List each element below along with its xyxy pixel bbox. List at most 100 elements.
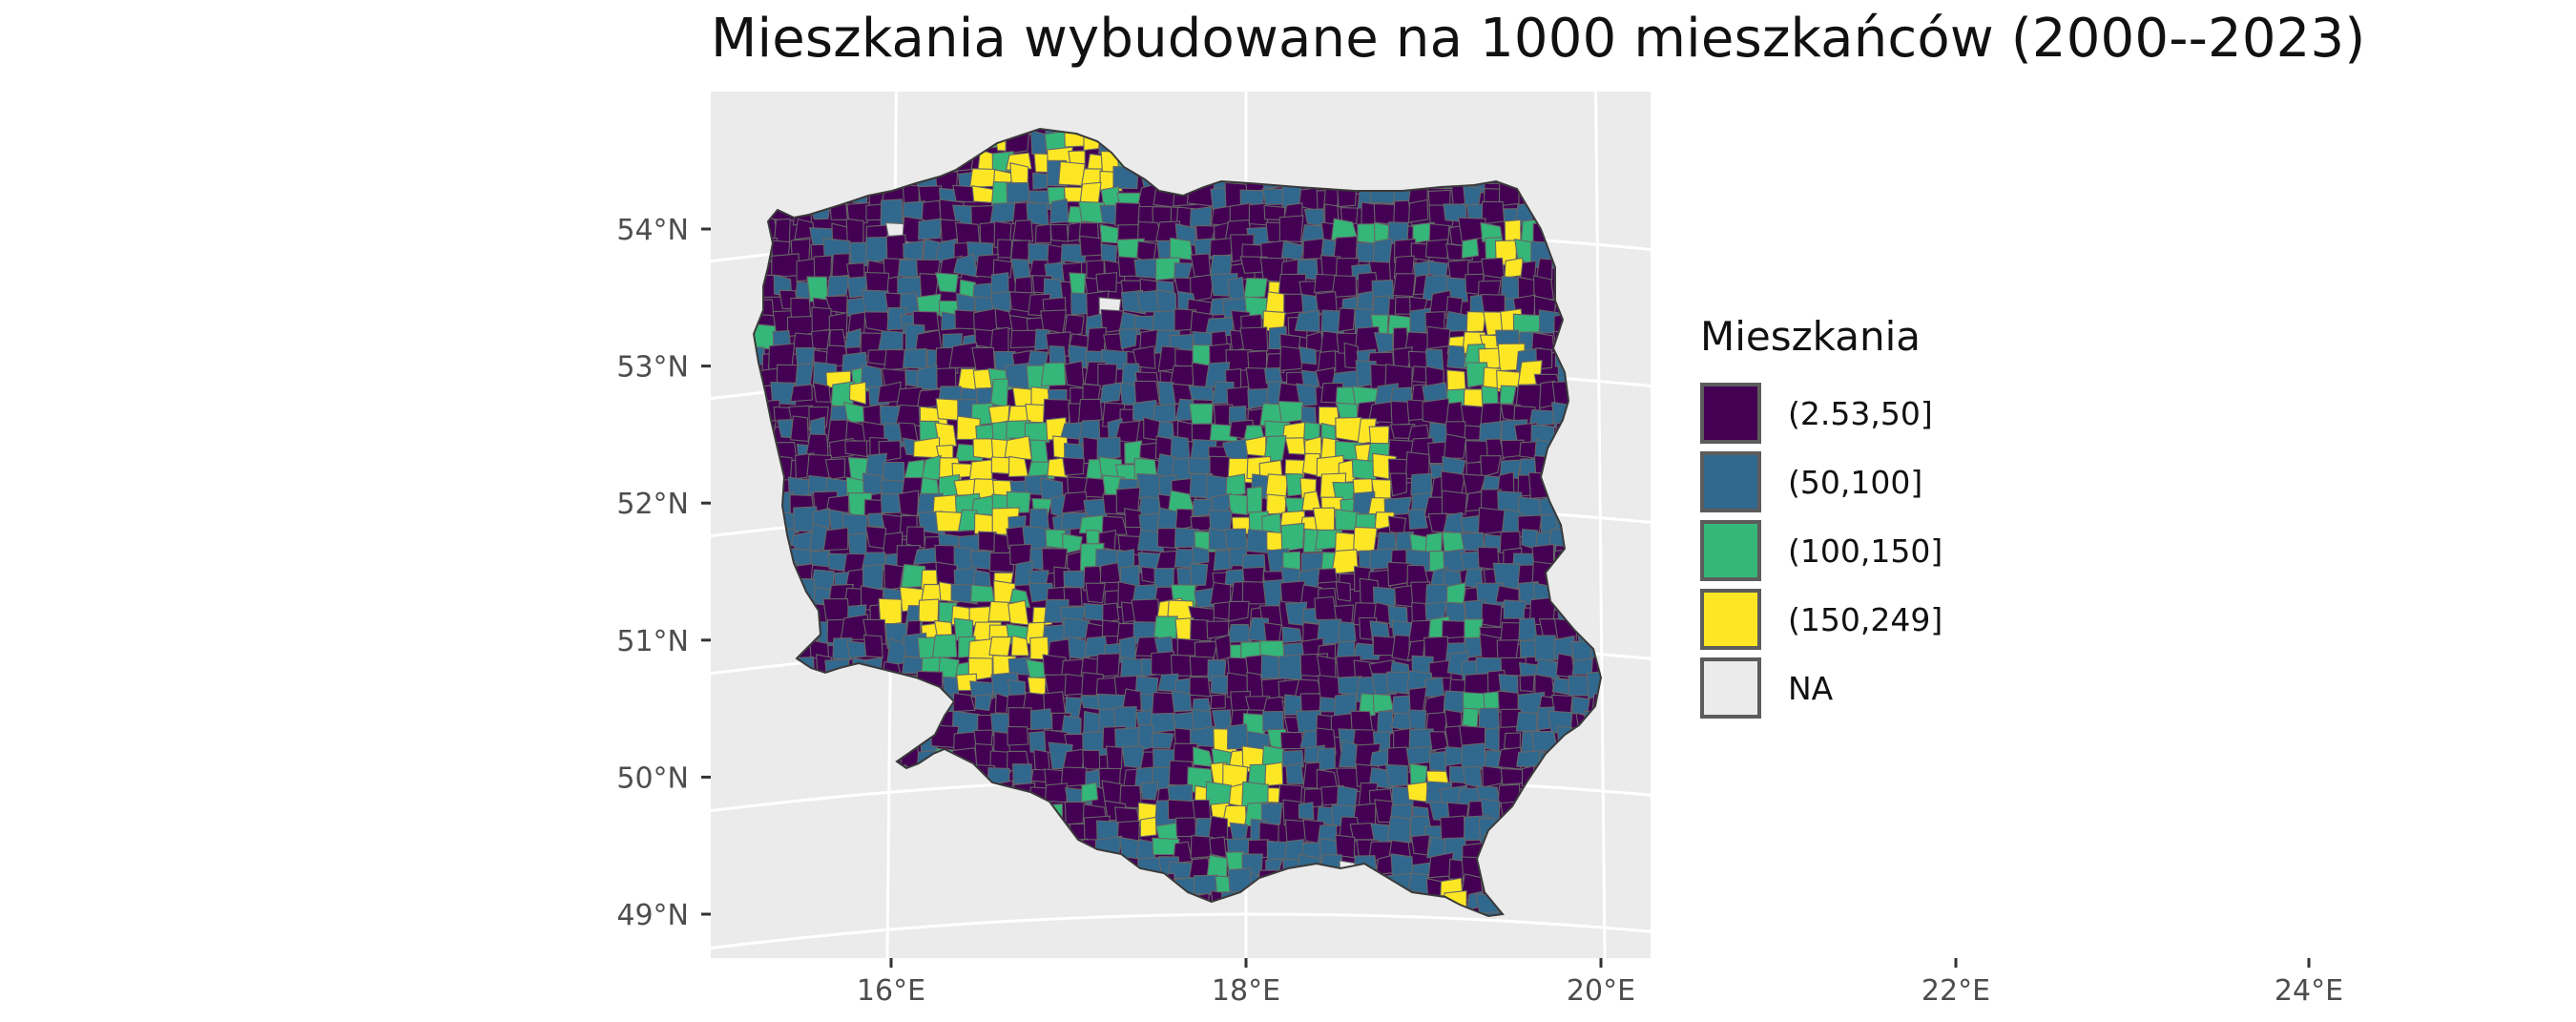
municipality-cell bbox=[1096, 436, 1121, 461]
municipality-cell bbox=[1265, 291, 1287, 316]
municipality-cell bbox=[1533, 275, 1555, 301]
municipality-cell bbox=[1443, 548, 1465, 574]
municipality-cell bbox=[1190, 253, 1212, 278]
municipality-cell bbox=[1009, 329, 1039, 349]
municipality-cell bbox=[1335, 581, 1352, 602]
municipality-cell bbox=[1335, 834, 1356, 859]
municipality-cell bbox=[1154, 550, 1179, 571]
municipality-cell bbox=[1298, 345, 1317, 365]
municipality-cell bbox=[1519, 675, 1535, 693]
municipality-cell bbox=[1044, 782, 1068, 803]
municipality-cell bbox=[1461, 238, 1480, 260]
municipality-cell bbox=[919, 273, 940, 298]
municipality-cell bbox=[1392, 346, 1414, 370]
municipality-cell bbox=[811, 329, 831, 350]
municipality-cell bbox=[1478, 707, 1500, 731]
municipality-cell bbox=[1078, 200, 1106, 224]
municipality-cell bbox=[844, 327, 862, 348]
municipality-cell bbox=[1085, 582, 1106, 604]
municipality-cell bbox=[968, 168, 997, 188]
municipality-cell bbox=[1049, 198, 1070, 224]
municipality-cell bbox=[1079, 235, 1103, 257]
municipality-cell bbox=[1190, 618, 1212, 642]
municipality-cell bbox=[1481, 257, 1506, 280]
municipality-cell bbox=[1224, 528, 1248, 552]
legend-key-4 bbox=[1700, 589, 1761, 650]
municipality-cell bbox=[1460, 551, 1484, 572]
municipality-cell bbox=[1477, 507, 1506, 535]
municipality-cell bbox=[1407, 509, 1428, 530]
municipality-cell bbox=[1153, 615, 1178, 640]
municipality-cell bbox=[1423, 677, 1445, 699]
municipality-cell bbox=[1244, 435, 1267, 457]
municipality-cell bbox=[1503, 599, 1527, 619]
municipality-cell bbox=[1317, 568, 1339, 584]
municipality-cell bbox=[934, 272, 959, 293]
municipality-cell bbox=[1246, 486, 1263, 516]
municipality-cell bbox=[1063, 570, 1086, 589]
legend-key-1 bbox=[1700, 383, 1761, 444]
municipality-cell bbox=[1213, 550, 1234, 572]
municipality-cell bbox=[1503, 732, 1522, 750]
municipality-cell bbox=[1141, 781, 1159, 801]
municipality-cell bbox=[848, 381, 867, 406]
municipality-cell bbox=[1175, 817, 1197, 838]
municipality-cell bbox=[1040, 362, 1067, 386]
municipality-cell bbox=[1482, 764, 1503, 788]
municipality-cell bbox=[1118, 328, 1138, 350]
lon-tick-label: 24°E bbox=[2275, 974, 2343, 1008]
municipality-cell bbox=[878, 330, 904, 352]
municipality-cell bbox=[1099, 382, 1123, 404]
municipality-cell bbox=[1284, 437, 1306, 455]
municipality-cell bbox=[1034, 223, 1052, 244]
legend-title: Mieszkania bbox=[1700, 313, 1922, 360]
municipality-cell bbox=[1139, 816, 1157, 838]
municipality-cell bbox=[1156, 528, 1179, 550]
lat-tick-label: 49°N bbox=[616, 899, 689, 932]
municipality-cell bbox=[1077, 398, 1103, 424]
graticule-lon-14 bbox=[527, 92, 548, 1022]
municipality-cell bbox=[1441, 619, 1468, 639]
municipality-cell bbox=[1335, 416, 1362, 443]
municipality-cell bbox=[1004, 363, 1030, 390]
municipality-cell bbox=[988, 552, 1015, 574]
municipality-cell bbox=[883, 461, 905, 483]
municipality-cell bbox=[1372, 238, 1393, 265]
municipality-cell bbox=[1190, 835, 1214, 859]
municipality-cell bbox=[1210, 675, 1230, 695]
municipality-cell bbox=[1462, 707, 1480, 728]
legend-label-5: NA bbox=[1788, 669, 1834, 707]
municipality-cell bbox=[917, 365, 938, 390]
municipality-cell bbox=[1136, 240, 1157, 262]
municipality-cell bbox=[1515, 711, 1538, 733]
municipality-cell bbox=[824, 458, 846, 481]
municipality-cell bbox=[1151, 692, 1176, 716]
municipality-cell bbox=[1082, 749, 1101, 770]
municipality-cell bbox=[1314, 595, 1339, 622]
municipality-cell bbox=[1189, 676, 1212, 698]
municipality-cell bbox=[1462, 765, 1483, 789]
municipality-cell bbox=[1029, 439, 1049, 464]
municipality-cell bbox=[1190, 563, 1209, 586]
municipality-cell bbox=[1105, 745, 1123, 770]
municipality-cell bbox=[878, 597, 903, 626]
municipality-cell bbox=[1298, 802, 1315, 821]
municipality-cell bbox=[1479, 910, 1504, 916]
municipality-cell bbox=[1131, 598, 1160, 624]
municipality-cell bbox=[1008, 455, 1029, 478]
municipality-cell bbox=[1102, 602, 1120, 623]
municipality-cell bbox=[935, 511, 963, 532]
municipality-cell bbox=[1372, 693, 1394, 714]
municipality-cell bbox=[1465, 311, 1486, 333]
municipality-cell bbox=[988, 636, 1012, 657]
municipality-cell bbox=[1188, 385, 1215, 402]
municipality-cell bbox=[880, 198, 904, 227]
municipality-cell bbox=[921, 199, 942, 221]
municipality-cell bbox=[1215, 634, 1233, 661]
municipality-cell bbox=[1169, 237, 1194, 261]
graticule-lon-24 bbox=[2295, 173, 2326, 1022]
municipality-cell bbox=[1210, 694, 1226, 710]
municipality-cell bbox=[1283, 293, 1305, 315]
municipality-cell bbox=[1389, 472, 1407, 497]
legend-item-1: (2.53,50] bbox=[1700, 379, 1942, 448]
